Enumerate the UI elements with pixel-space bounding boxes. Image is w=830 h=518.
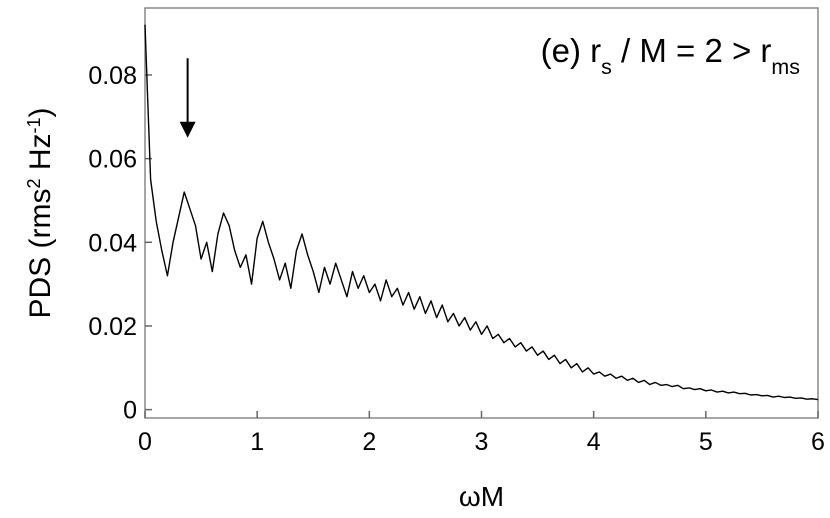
x-tick-label: 3 bbox=[475, 428, 489, 456]
x-tick-label: 2 bbox=[362, 428, 376, 456]
y-axis-label-part: PDS (rms bbox=[24, 189, 57, 319]
annotation: (e) rs / M = 2 > rms bbox=[541, 32, 800, 79]
x-axis-label-part: ωM bbox=[459, 481, 504, 512]
y-tick-label: 0.02 bbox=[88, 313, 137, 341]
y-tick-label: 0.06 bbox=[88, 146, 137, 174]
y-axis-label-part: 2 bbox=[24, 179, 44, 189]
x-tick-label: 1 bbox=[250, 428, 264, 456]
y-axis-label-part: ) bbox=[24, 107, 57, 117]
arrow-head bbox=[179, 121, 196, 138]
annotation-part: (e) r bbox=[541, 32, 602, 69]
x-tick-label: 0 bbox=[138, 428, 152, 456]
x-tick-label: 5 bbox=[699, 428, 713, 456]
y-tick-label: 0.08 bbox=[88, 62, 137, 90]
y-axis-label-part: -1 bbox=[24, 117, 44, 133]
data-line bbox=[144, 24, 819, 401]
plot-frame bbox=[144, 7, 819, 419]
annotation-part: / M = 2 > r bbox=[612, 32, 772, 69]
annotation-part: ms bbox=[771, 55, 800, 79]
x-tick-label: 4 bbox=[587, 428, 601, 456]
x-tick-label: 6 bbox=[811, 428, 825, 456]
y-axis-label-part: Hz bbox=[24, 134, 57, 179]
x-axis-label: ωM bbox=[459, 481, 504, 512]
y-tick-label: 0 bbox=[123, 397, 137, 425]
arrow bbox=[179, 58, 196, 138]
y-axis-label: PDS (rms2 Hz-1) bbox=[24, 107, 57, 318]
annotation-part: s bbox=[601, 55, 612, 79]
y-tick-label: 0.04 bbox=[88, 229, 137, 257]
